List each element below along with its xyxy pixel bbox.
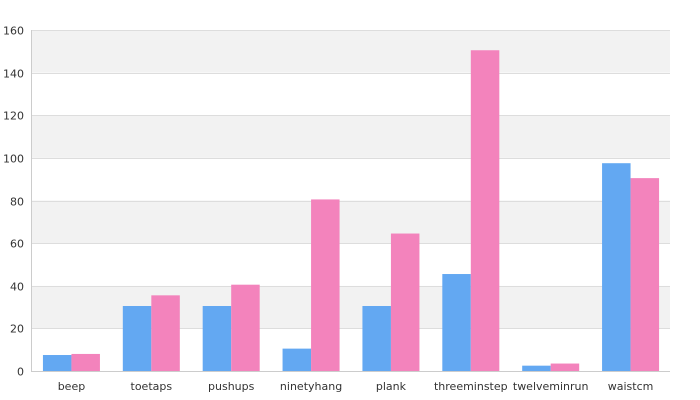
- x-tick-label: plank: [376, 380, 407, 393]
- x-tick-label: waistcm: [608, 380, 654, 393]
- grid-band: [31, 115, 670, 158]
- bar: [362, 305, 391, 371]
- bars: [42, 50, 660, 371]
- y-tick-label: 80: [10, 196, 24, 209]
- y-axis-ticks: 0 20 40 60 80 100 120 140 160: [3, 25, 24, 379]
- grid-band: [31, 72, 670, 116]
- grid-band: [31, 200, 670, 244]
- x-tick-label: twelveminrun: [513, 380, 589, 393]
- bar: [202, 305, 232, 371]
- y-tick-label: 0: [17, 366, 24, 379]
- bar: [630, 178, 660, 371]
- x-tick-label: ninetyhang: [280, 380, 342, 393]
- bar: [42, 355, 72, 371]
- y-tick-label: 20: [10, 323, 24, 336]
- x-tick-label: pushups: [208, 380, 255, 393]
- grid-bands: [31, 30, 670, 371]
- y-tick-label: 60: [10, 238, 24, 251]
- bar: [122, 305, 152, 371]
- grid-band: [31, 243, 670, 286]
- x-axis-labels: beep toetaps pushups ninetyhang plank threemi…: [58, 380, 654, 393]
- x-tick-label: threeminstep: [434, 380, 508, 393]
- bar: [311, 199, 340, 371]
- bar: [442, 274, 471, 371]
- y-tick-label: 40: [10, 281, 24, 294]
- bar: [390, 233, 420, 371]
- y-tick-label: 120: [3, 110, 24, 123]
- grid-band: [31, 30, 670, 73]
- bar: [470, 50, 500, 371]
- bar: [282, 348, 312, 371]
- bar: [71, 353, 100, 371]
- y-tick-label: 100: [3, 153, 24, 166]
- grid-band: [31, 157, 670, 201]
- bar: [231, 284, 260, 371]
- y-tick-label: 140: [3, 68, 24, 81]
- x-tick-label: beep: [58, 380, 86, 393]
- bar: [522, 365, 551, 371]
- bar: [602, 163, 631, 371]
- bar: [550, 363, 580, 371]
- y-tick-label: 160: [3, 25, 24, 38]
- bar: [151, 295, 180, 371]
- x-tick-label: toetaps: [131, 380, 173, 393]
